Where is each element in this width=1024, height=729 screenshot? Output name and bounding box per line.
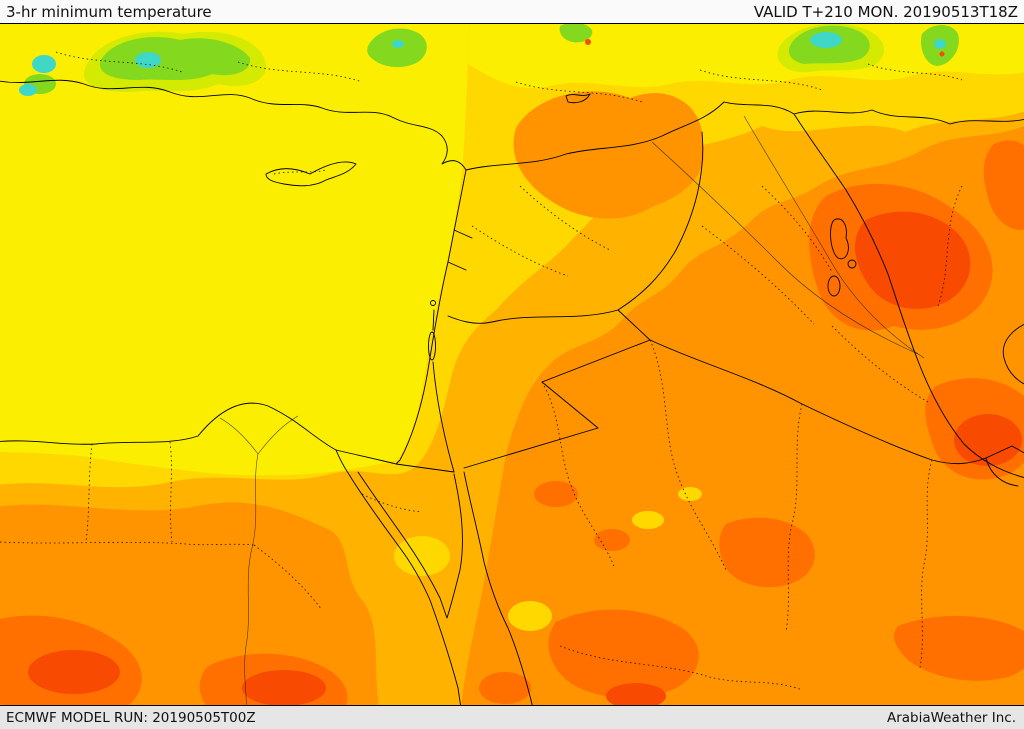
river-nile — [244, 453, 259, 705]
map-header: 3-hr minimum temperature VALID T+210 MON… — [0, 0, 1024, 24]
cold-green-west — [99, 36, 251, 80]
temp-cool-sinai — [394, 536, 450, 576]
admin-line — [169, 441, 173, 543]
temp-zone-deep-se-corner — [893, 615, 1024, 681]
temp-zone-hot-saudi — [606, 683, 666, 705]
temp-zone-hot-iraq-core — [854, 211, 971, 309]
temp-cool-midyan — [508, 601, 552, 631]
admin-line — [937, 185, 963, 307]
rivers — [219, 115, 925, 705]
cold-cyan-1 — [135, 52, 161, 68]
suez-canal — [335, 449, 351, 477]
lake-habbaniyah — [847, 259, 857, 269]
temp-cool-spot-2 — [678, 487, 702, 501]
border-jordan-saudi-zigzag — [463, 309, 651, 469]
admin-line-cyprus — [273, 169, 327, 175]
cold-cyan-3 — [19, 84, 37, 96]
cold-cyan-5 — [934, 39, 946, 49]
admin-line — [919, 459, 933, 669]
river-euphrates — [651, 141, 919, 355]
river-nile-delta-east — [257, 415, 299, 455]
hot-dot-1 — [585, 39, 591, 45]
coastline-persian-gulf — [1002, 324, 1024, 385]
temp-zone-hot-right — [954, 414, 1022, 466]
admin-line — [237, 61, 363, 83]
admin-line — [361, 493, 423, 513]
temp-zone-deep-redsea — [479, 672, 531, 704]
cold-green-small — [559, 24, 593, 43]
lake-dead-sea — [428, 331, 436, 361]
admin-line — [253, 544, 323, 611]
admin-line — [761, 185, 833, 273]
temp-zone-hot-egypt-1 — [28, 650, 120, 694]
coastline-gulf-suez-african — [349, 475, 461, 705]
lake-razzaza — [827, 275, 841, 297]
admin-line — [541, 381, 615, 567]
coastline-sinai — [357, 471, 463, 619]
border-iraq-iran — [793, 113, 1024, 478]
admin-line — [831, 325, 929, 403]
provider-label: ArabiaWeather Inc. — [886, 709, 1016, 726]
map-title: 3-hr minimum temperature — [6, 3, 212, 21]
temp-zone-deep-mid — [719, 517, 815, 588]
admin-line — [519, 185, 611, 251]
lake-ataturk-reservoir — [565, 93, 591, 104]
temp-zone-orange-syria — [513, 91, 705, 219]
cold-cyan-2 — [32, 55, 56, 73]
lake-tharthar — [830, 218, 849, 260]
temp-zone-deep-saudi — [548, 609, 699, 699]
hot-dot-2 — [939, 51, 945, 57]
cold-cyan-6 — [392, 40, 404, 48]
valid-time-label: VALID T+210 MON. 20190513T18Z — [753, 3, 1018, 21]
admin-line — [559, 645, 803, 691]
border-kuwait — [985, 445, 1024, 487]
border-jordan-rift — [432, 309, 455, 473]
border-iraq-saudi — [649, 339, 987, 465]
admin-line — [85, 443, 93, 543]
border-turkey-south — [465, 101, 1024, 171]
admin-line — [471, 225, 569, 277]
admin-line — [785, 403, 803, 633]
temp-spot-deep-2 — [594, 529, 630, 551]
border-lebanon — [447, 229, 473, 271]
admin-boundaries-dotted — [0, 51, 963, 691]
coastline-mediterranean — [0, 79, 467, 465]
temp-zone-yellow-anatolia — [468, 24, 1024, 88]
border-israel-egypt — [395, 463, 455, 473]
admin-line — [701, 225, 815, 325]
coastline-cyprus — [265, 161, 357, 187]
cold-patches — [19, 24, 959, 96]
lake-galilee — [430, 300, 436, 306]
temperature-map-svg — [0, 24, 1024, 705]
model-run-label: ECMWF MODEL RUN: 20190505T00Z — [6, 709, 256, 726]
temp-spot-deep-1 — [534, 481, 578, 507]
admin-line — [867, 63, 963, 81]
border-syria-jordan — [447, 309, 619, 324]
cold-cyan-4 — [810, 32, 842, 48]
map-footer: ECMWF MODEL RUN: 20190505T00Z ArabiaWeat… — [0, 705, 1024, 729]
temp-cool-spot-1 — [632, 511, 664, 529]
border-syria-iraq — [617, 131, 704, 311]
admin-line — [649, 339, 727, 571]
map-canvas — [0, 24, 1024, 705]
river-tigris — [743, 115, 925, 359]
temperature-fill-layers — [0, 24, 1024, 705]
admin-line — [699, 69, 823, 91]
coastline-aqaba-east — [463, 471, 533, 705]
temp-zone-deep-ne-edge — [983, 140, 1024, 230]
coastlines-and-borders — [0, 79, 1024, 705]
river-nile-delta-west — [219, 417, 259, 455]
admin-line — [55, 51, 183, 73]
admin-line — [515, 81, 643, 103]
temp-zone-hot-egypt-2 — [242, 670, 326, 705]
